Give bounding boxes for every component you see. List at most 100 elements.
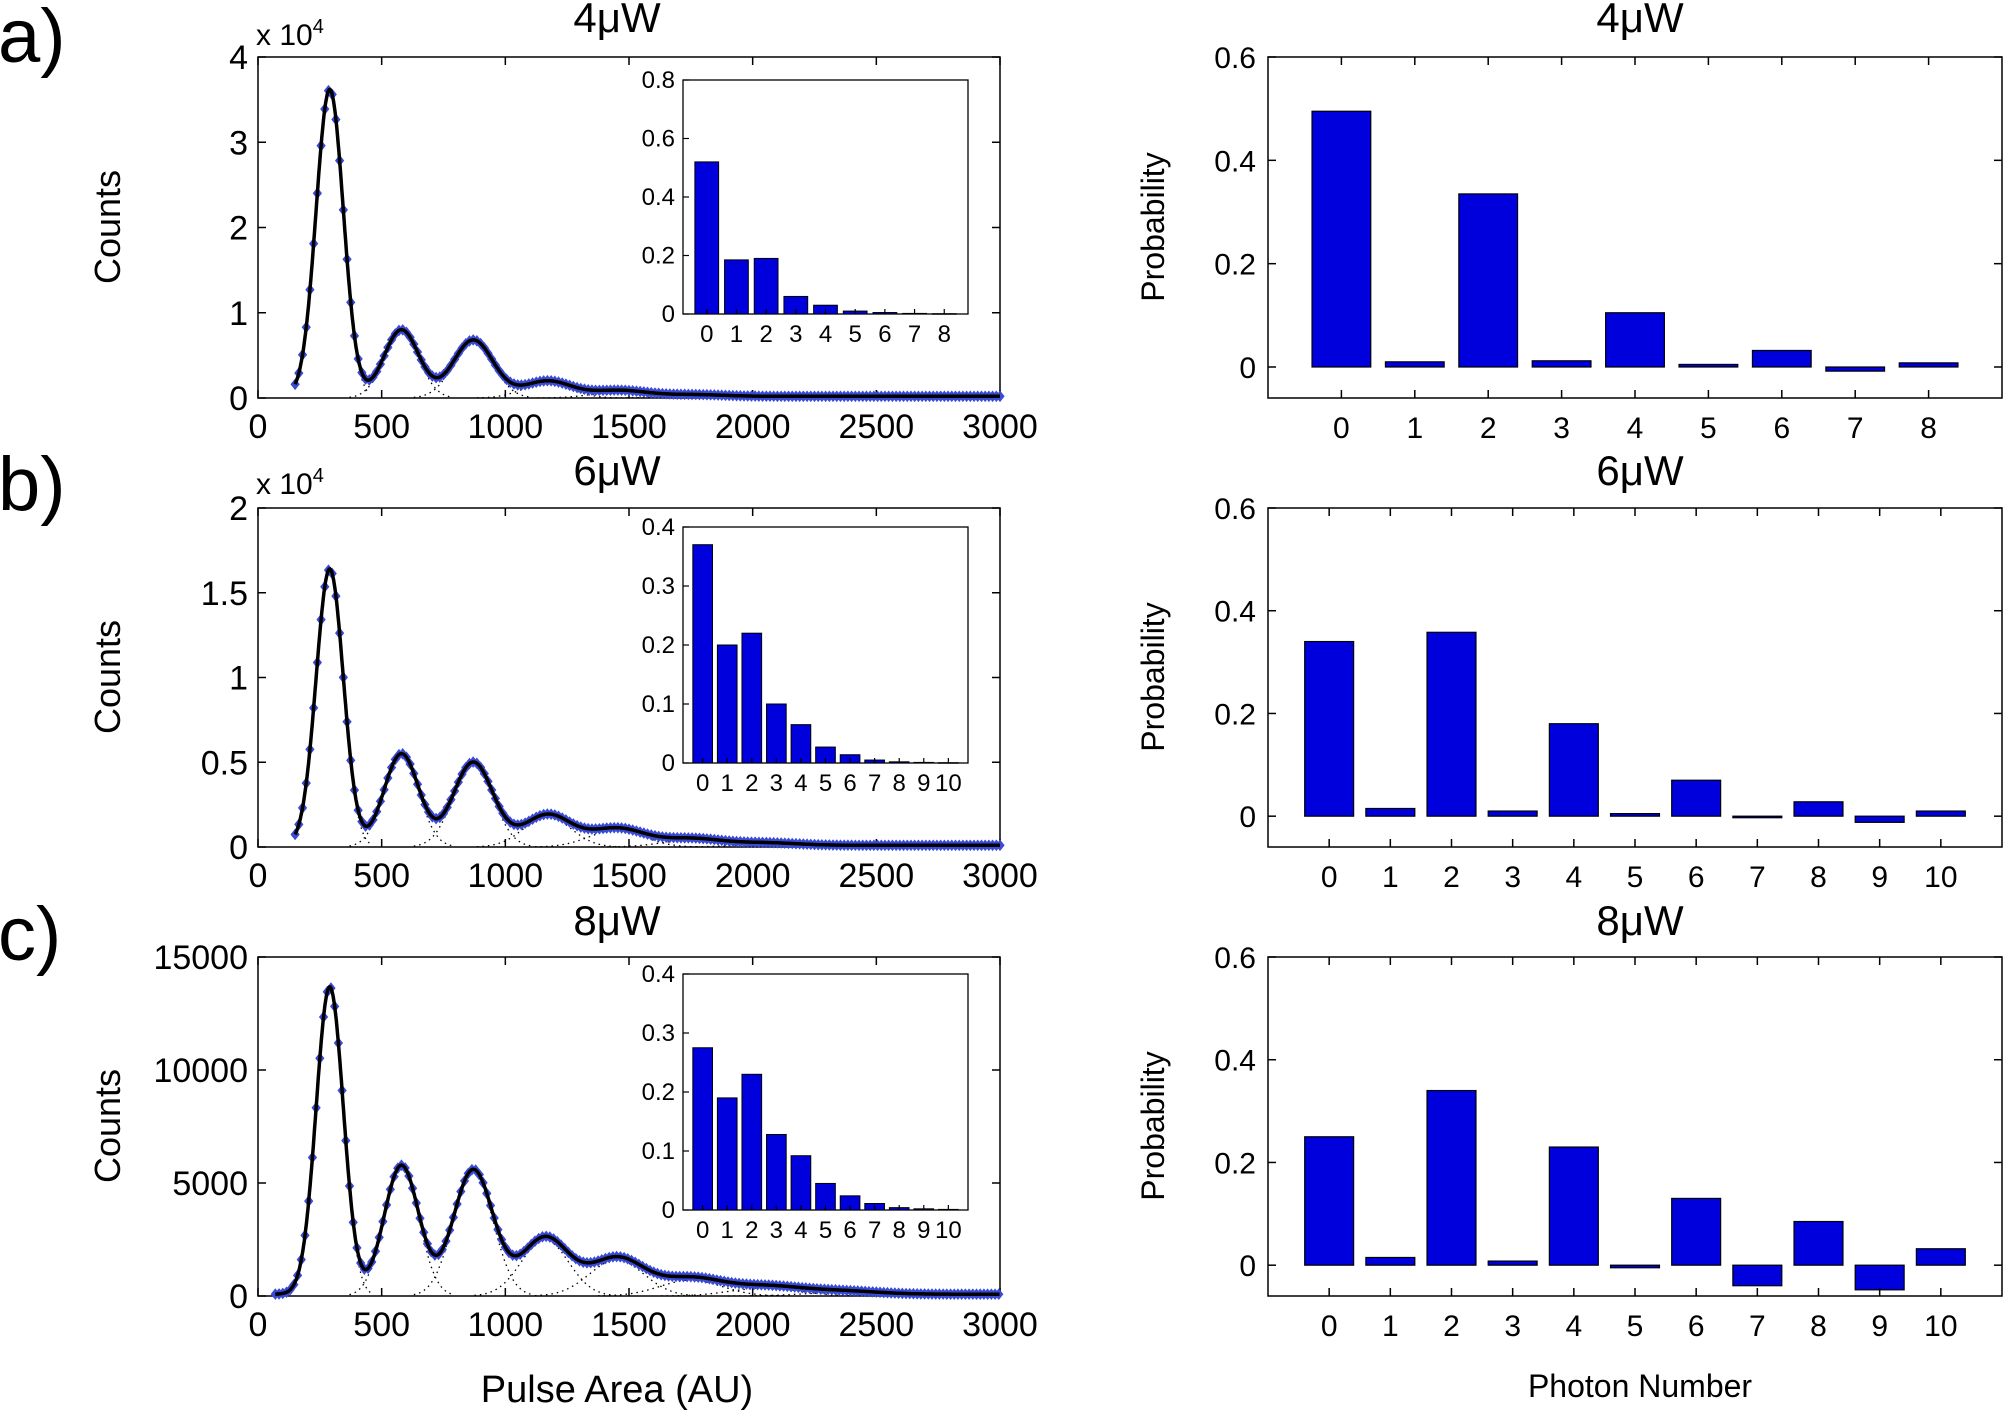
b_hist-inset-xtick-label: 1 [721,770,734,797]
b_prob-bar [1548,723,1599,817]
b_hist-inset-xtick-label: 0 [696,770,709,797]
b_hist-ylabel: Counts [87,620,128,734]
c_hist-inset-xtick-label: 8 [893,1217,906,1244]
a_hist-inset-ytick-label: 0 [662,301,675,328]
b_prob-ytick-label: 0.4 [1214,596,1256,629]
a_hist-ytick-label: 2 [229,210,248,248]
c_prob-xtick-label: 0 [1321,1310,1338,1343]
b_prob-xtick-label: 4 [1565,861,1582,894]
b_hist-inset: 0 1 2 3 4 5 6 7 8 9 1000.10.20.30.4 [642,514,969,797]
a_prob-xtick-label: 5 [1700,412,1717,445]
right-xlabel: Photon Number [1528,1368,1752,1404]
a_hist-inset-bar [753,257,779,315]
b_hist-xtick-label: 1000 [468,857,544,895]
a_prob-xtick-label: 2 [1480,412,1497,445]
c_prob-bar [1426,1089,1477,1266]
b_prob-bar [1609,813,1661,817]
c_hist-plot: 8μW Counts 0 500 1000 1500 2000 2500 3000 0 5000 10… [87,897,1038,1344]
c_hist-inset-xtick-label: 2 [745,1217,758,1244]
a_hist-ytick-label: 4 [229,39,248,77]
c_hist-title: 8μW [573,897,661,944]
a_prob-xtick-label: 4 [1627,412,1644,445]
a_hist-xtick-label: 0 [249,408,268,446]
c_hist-ytick-label: 0 [229,1278,248,1316]
c_hist-xtick-label: 1500 [591,1306,667,1344]
b_prob-ylabel: Probability [1135,602,1171,751]
c_prob-xtick-label: 5 [1627,1310,1644,1343]
b_prob-axes-frame [1267,507,2003,848]
b_prob-bar [1732,815,1783,819]
c_prob-xtick-label: 1 [1382,1310,1399,1343]
a_prob-ytick-label: 0 [1239,352,1256,385]
b_prob-xtick-label: 9 [1871,861,1888,894]
a_hist-title: 4μW [573,0,661,41]
c_prob-bar [1915,1248,1966,1266]
b_hist-inset-ytick-label: 0.3 [642,573,675,600]
c_prob-xtick-label: 2 [1443,1310,1460,1343]
b_prob-xtick-label: 6 [1688,861,1705,894]
a_hist-ylabel: Counts [87,170,128,284]
b_hist-xtick-label: 1500 [591,857,667,895]
a_prob-bar [1458,193,1519,368]
b_prob-xtick-label: 2 [1443,861,1460,894]
a_prob-xtick-label: 1 [1406,412,1423,445]
c_prob-bar [1487,1260,1538,1266]
c_hist-xtick-label: 500 [353,1306,410,1344]
b_hist-inset-bar [790,724,812,764]
a_hist-xtick-label: 1000 [468,408,544,446]
a_hist-exponent: x 104 [256,16,324,52]
c_prob-ytick-label: 0.6 [1214,942,1256,975]
c_hist-inset-xtick-label: 5 [819,1217,832,1244]
c_hist-inset-ytick-label: 0.4 [642,961,675,988]
b_hist-inset-xtick-label: 5 [819,770,832,797]
b_hist-inset-ytick-label: 0.1 [642,691,675,718]
b_prob-xtick-label: 7 [1749,861,1766,894]
b_hist-ytick-label: 1 [229,660,248,698]
b_hist-ytick-label: 0.5 [201,744,248,782]
b_hist-inset-xtick-label: 6 [843,770,856,797]
c_hist-ytick-label: 10000 [153,1052,248,1090]
panel-label-a: a) [0,0,66,79]
c_hist-xtick-label: 2500 [839,1306,915,1344]
b_hist-inset-xtick-label: 4 [794,770,807,797]
c_hist-fit-line [275,985,1000,1296]
c_hist-inset-ytick-label: 0.2 [642,1079,675,1106]
b_hist-ytick-label: 2 [229,490,248,528]
a_prob-xtick-label: 0 [1333,412,1350,445]
a_hist-inset-ytick-label: 0.4 [642,184,675,211]
c_hist-inset-xtick-label: 0 [696,1217,709,1244]
c_prob-xtick-label: 6 [1688,1310,1705,1343]
a_hist-inset: 0 1 2 3 4 5 6 7 800.20.40.60.8 [642,67,969,348]
c_hist-inset: 0 1 2 3 4 5 6 7 8 9 1000.10.20.30.4 [642,961,969,1244]
c_prob-bar [1854,1264,1905,1291]
c_hist-inset-ytick-label: 0 [662,1197,675,1224]
c_hist-component-4 [534,1259,699,1297]
a_hist-inset-xtick-label: 6 [878,321,891,348]
c_hist-ytick-label: 5000 [172,1165,248,1203]
a_prob-bar [1898,362,1959,368]
b_hist-inset-xtick-label: 9 [917,770,930,797]
c_hist-inset-bar [716,1097,738,1211]
a_hist-inset-xtick-label: 5 [849,321,862,348]
b_hist-inset-ytick-label: 0.2 [642,632,675,659]
b_prob-bar [1487,810,1538,817]
b_prob-xtick-label: 5 [1627,861,1644,894]
c_hist-xtick-label: 2000 [715,1306,791,1344]
a_prob-bar [1605,312,1665,368]
c_hist-xtick-label: 1000 [468,1306,544,1344]
c_hist-inset-xtick-label: 9 [917,1217,930,1244]
b_prob-title: 6μW [1596,447,1684,494]
b_hist-fit-line [293,567,1000,848]
b_hist-ytick-label: 0 [229,829,248,867]
b_hist-inset-xtick-label: 3 [770,770,783,797]
c_hist-xtick-label: 3000 [962,1306,1038,1344]
b_hist-inset-xtick-label: 10 [935,770,962,797]
c_prob-bar [1609,1264,1661,1269]
a_prob-bar [1825,366,1886,372]
c_hist-inset-xtick-label: 7 [868,1217,881,1244]
b_hist-inset-xtick-label: 2 [745,770,758,797]
b_hist-xtick-label: 500 [353,857,410,895]
a_hist-xtick-label: 1500 [591,408,667,446]
a_hist-fit-line [293,87,1000,399]
c_hist-ylabel: Counts [87,1069,128,1183]
